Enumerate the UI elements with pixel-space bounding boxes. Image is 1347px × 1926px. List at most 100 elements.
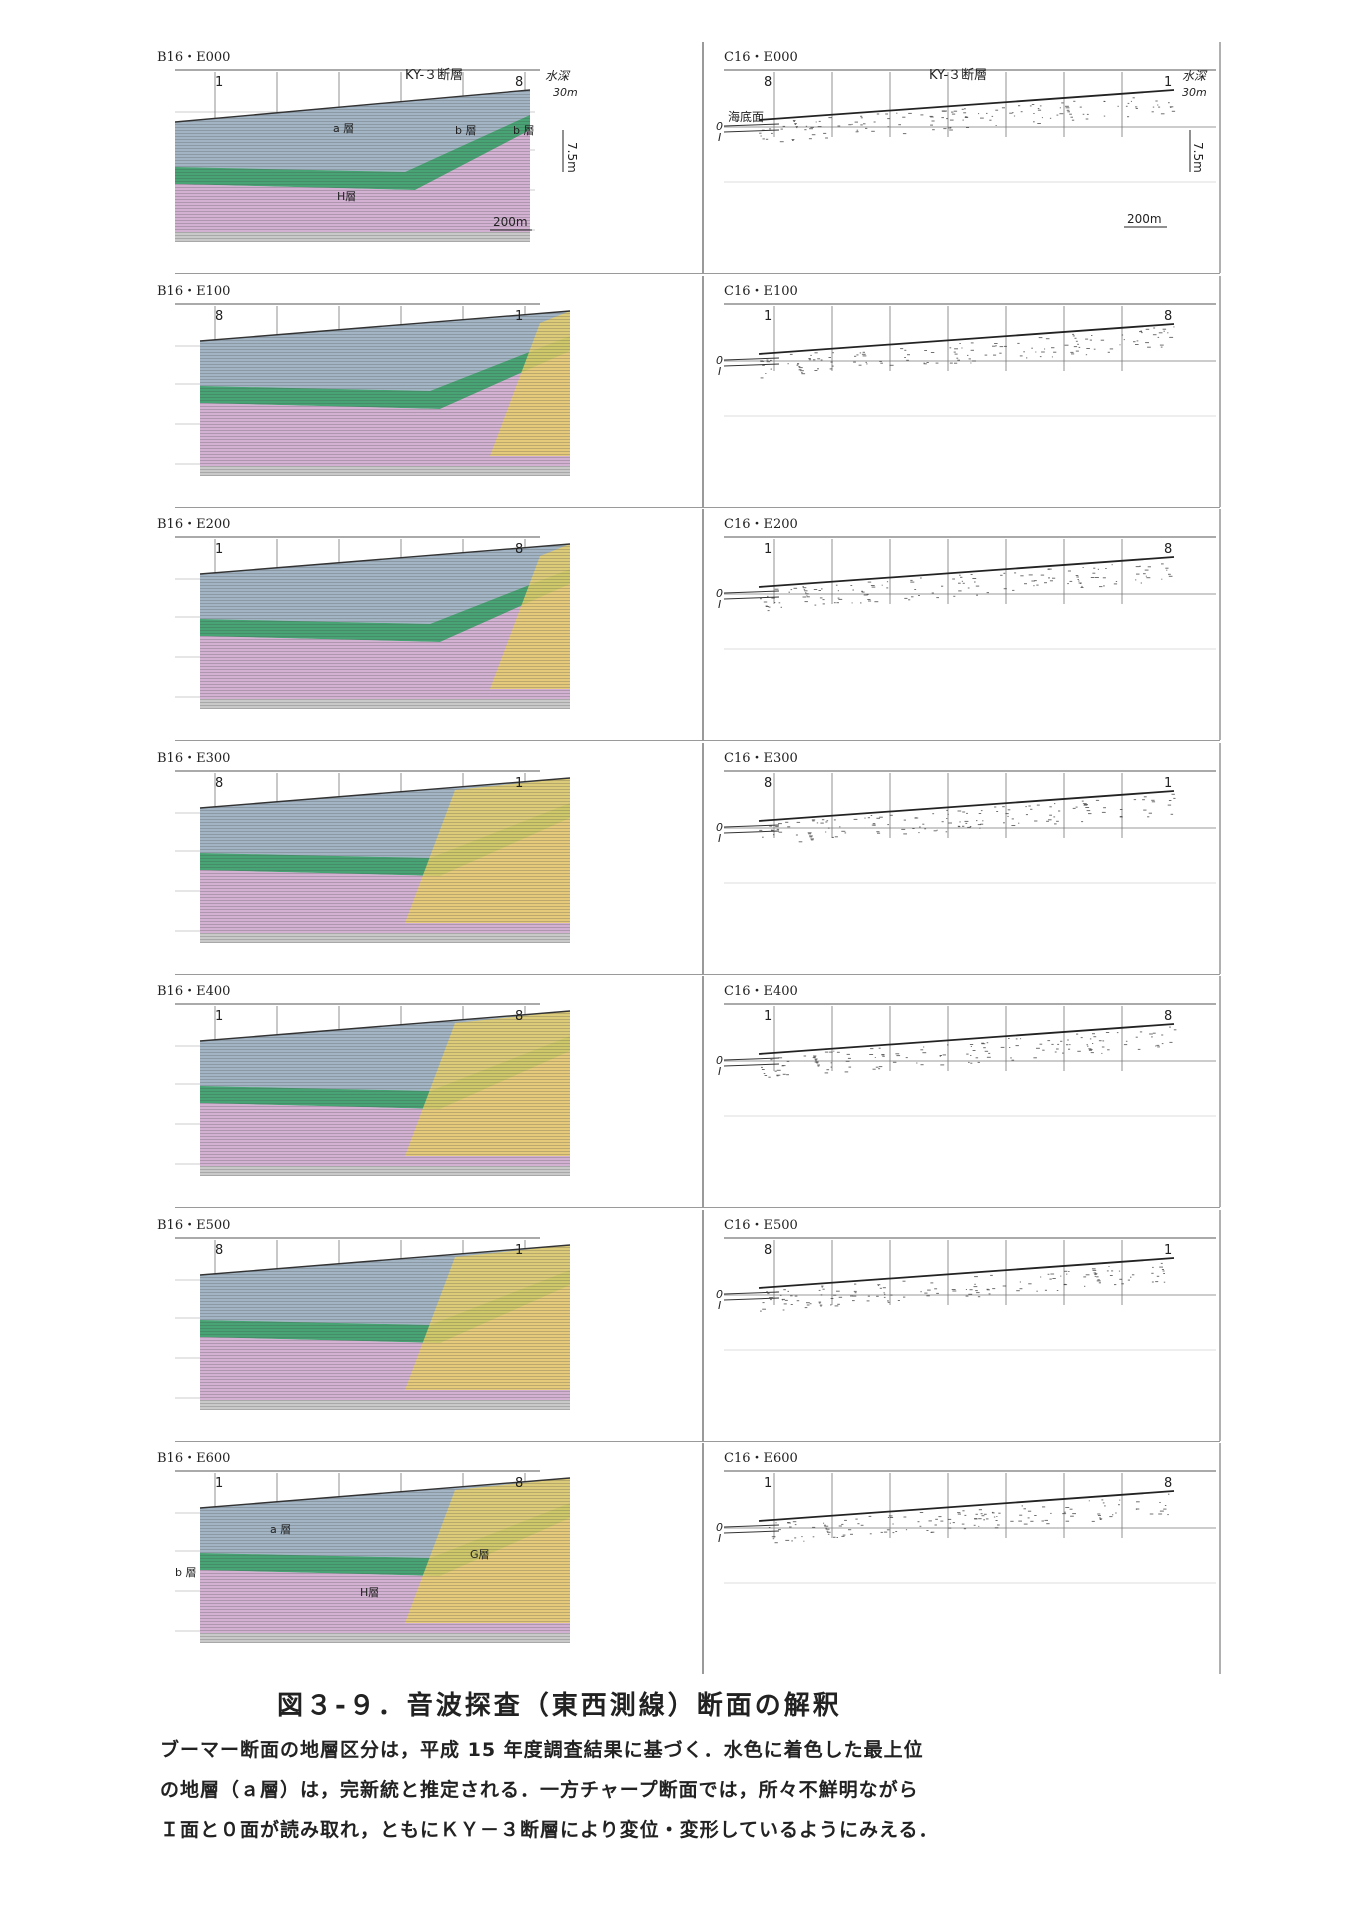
figure-caption-title: 図３‐９．音波探査（東西測線）断面の解釈 (277, 1691, 842, 1721)
tick-label-right: 8 (1164, 542, 1172, 557)
chirp-profile-svg: 8 1 0I (716, 770, 1216, 883)
tick-label-right: 8 (515, 542, 523, 557)
tick-label-left: 1 (764, 1009, 772, 1024)
reflector-texture (200, 777, 570, 943)
chirp-section-title: C16・E000 (724, 50, 798, 65)
seafloor-line (758, 322, 1175, 355)
panel-divider (702, 275, 704, 507)
seafloor-line (758, 89, 1175, 121)
tick-label-right: 1 (515, 776, 523, 791)
depth-label: 水深 (1182, 69, 1208, 83)
boomer-section-panel: B16・E400 1 8 (157, 976, 702, 1207)
chirp-section-title: C16・E500 (724, 1217, 798, 1233)
surface-0-line (723, 123, 780, 127)
surface-0-label: 0 (716, 1054, 723, 1067)
panel-border (1219, 509, 1221, 740)
surface-0-label: 0 (716, 1521, 723, 1534)
reflector-texture (175, 90, 530, 242)
surface-I-label: I (718, 1299, 721, 1312)
seafloor-line (758, 789, 1175, 822)
seafloor-line (758, 1023, 1175, 1055)
caption-line-3: Ｉ面と０面が読み取れ，ともにＫＹ－３断層により変位・変形しているようにみえる． (160, 1819, 939, 1841)
seafloor-line (199, 776, 571, 809)
panel-divider (702, 1209, 704, 1441)
seafloor-line (199, 543, 571, 575)
figure-caption-body: ブーマー断面の地層区分は，平成 15 年度調査結果に基づく．水色に着色した最上位… (160, 1730, 1220, 1850)
layer-h-label: H層 (360, 1586, 379, 1599)
depth-value: 30m (553, 86, 578, 99)
tick-label-left: 8 (215, 776, 223, 791)
grid-lines (724, 69, 1216, 183)
section-row-2: B16・E100 8 1 C16・E100 1 8 0 I (157, 275, 1221, 508)
surface-0-line (723, 1524, 780, 1528)
chirp-section-title: C16・E400 (724, 984, 798, 999)
panel-border (1219, 42, 1221, 273)
layer-b-label-2: b 層 (513, 124, 534, 137)
tick-label-left: 8 (764, 75, 772, 90)
vertical-scale-label: 7.5m (1191, 142, 1205, 173)
surface-0-label: 0 (716, 587, 723, 600)
horizontal-scale-label: 200m (493, 215, 528, 229)
chirp-profile-svg: 1 8 0I (716, 1470, 1216, 1584)
chirp-section-title: C16・E300 (724, 750, 798, 766)
depth-label: 水深 (545, 69, 571, 83)
panel-border (1219, 1209, 1221, 1441)
reflector-texture (200, 1011, 570, 1176)
panel-divider (702, 509, 704, 740)
surface-0-label: 0 (716, 821, 723, 834)
boomer-section-title: B16・E200 (157, 517, 231, 532)
tick-label-right: 1 (515, 309, 523, 324)
chirp-reflections (759, 97, 1176, 143)
panel-divider (702, 1443, 704, 1674)
horizontal-scale-label: 200m (1127, 212, 1162, 226)
reflector-texture (200, 310, 570, 476)
boomer-section-title: B16・E000 (157, 50, 231, 65)
tick-label-left: 8 (215, 309, 223, 324)
tick-label-left: 8 (764, 1243, 772, 1258)
chirp-reflections (768, 1493, 1170, 1544)
caption-line-2: の地層（ａ層）は，完新統と推定される．一方チャープ断面では，所々不鮮明ながら (160, 1779, 919, 1801)
tick-label-left: 1 (764, 309, 772, 324)
tick-label-right: 1 (1164, 776, 1172, 791)
surface-I-label: I (718, 832, 721, 845)
tick-label-right: 8 (515, 75, 523, 90)
grid-lines (724, 303, 1216, 416)
seafloor-line (758, 1256, 1175, 1289)
boomer-section-panel: B16・E300 8 1 (157, 743, 702, 974)
section-row-7: B16・E600 1 8 a 層 b 層 G層 H層 C16・E600 1 8 0 I (157, 1443, 1221, 1674)
layer-b-label: b 層 (175, 1566, 196, 1579)
boomer-section-title: B16・E500 (157, 1217, 231, 1233)
tick-label-right: 1 (515, 1243, 523, 1258)
tick-label-right: 1 (1164, 1243, 1172, 1258)
surface-0-line (723, 357, 780, 360)
surface-I-label: I (718, 365, 721, 378)
seafloor-line (199, 309, 571, 342)
fault-label: KY-３断層 (405, 68, 463, 83)
chirp-profile-svg: 1 8 0I (716, 1003, 1216, 1117)
panel-divider (702, 976, 704, 1207)
panel-divider (702, 42, 704, 273)
surface-0-line (723, 1057, 780, 1061)
chirp-reflections (759, 793, 1176, 842)
seafloor-label: 海底面 (728, 109, 764, 124)
grid-lines (724, 1003, 1216, 1117)
chirp-section-title: C16・E100 (724, 283, 798, 299)
tick-label-left: 1 (215, 75, 223, 90)
chirp-section-panel: C16・E500 8 1 0 I (704, 1210, 1220, 1441)
section-row-6: B16・E500 8 1 C16・E500 8 1 0 I (157, 1209, 1221, 1442)
chirp-section-panel: C16・E000 8 1 0 I KY-３断層 水深 30m 海底面 7.5m 200m (704, 42, 1220, 273)
tick-label-right: 8 (1164, 1476, 1172, 1491)
boomer-profile-svg: 1 8 a 層 b 層 G層 H層 (175, 1470, 571, 1643)
chirp-reflections (761, 1026, 1177, 1078)
chirp-section-panel: C16・E600 1 8 0 I (704, 1443, 1220, 1674)
tick-label-right: 8 (515, 1476, 523, 1491)
layer-g-label: G層 (470, 1548, 490, 1561)
tick-label-left: 1 (215, 1009, 223, 1024)
surface-0-label: 0 (716, 120, 723, 133)
chirp-section-title: C16・E600 (724, 1451, 798, 1466)
tick-label-left: 8 (215, 1243, 223, 1258)
